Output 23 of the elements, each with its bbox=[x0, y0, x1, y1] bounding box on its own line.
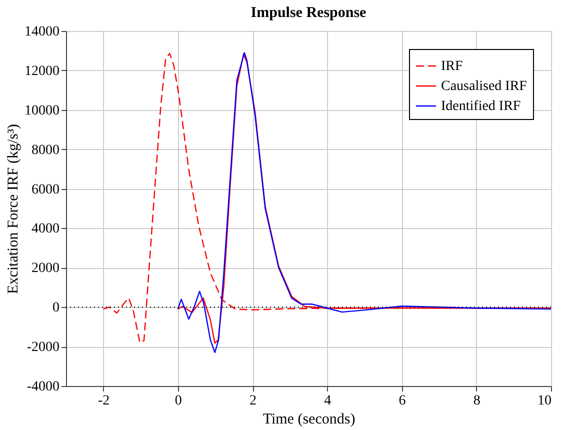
x-tick-label: 6 bbox=[398, 394, 406, 408]
y-tick-label: 8000 bbox=[32, 142, 60, 158]
x-tick-label: -2 bbox=[98, 394, 110, 408]
y-tick-label: 6000 bbox=[32, 182, 60, 198]
x-tick-label: 10 bbox=[538, 394, 552, 408]
y-tick-label: 0 bbox=[52, 300, 60, 316]
y-tick-label: 12000 bbox=[24, 64, 60, 79]
x-tick-label: 0 bbox=[174, 394, 182, 408]
y-tick-label: 4000 bbox=[32, 222, 60, 237]
x-axis-title: Time (seconds) bbox=[262, 412, 356, 428]
legend-label: Identified IRF bbox=[441, 99, 521, 114]
y-tick-label: -2000 bbox=[26, 340, 60, 356]
y-axis-title: Excitation Force IRF (kg/s³) bbox=[6, 124, 22, 294]
y-tick-label: 14000 bbox=[24, 24, 60, 40]
y-tick-label: -4000 bbox=[26, 380, 60, 394]
legend-label: IRF bbox=[441, 59, 463, 74]
y-tick-label: 10000 bbox=[24, 103, 60, 118]
legend-label: Causalised IRF bbox=[441, 79, 528, 94]
x-tick-label: 8 bbox=[473, 394, 480, 408]
chart-title: Impulse Response bbox=[250, 5, 367, 21]
x-tick-label: 4 bbox=[324, 394, 332, 408]
y-tick-label: 2000 bbox=[32, 261, 60, 276]
x-tick-label: 2 bbox=[250, 394, 257, 408]
